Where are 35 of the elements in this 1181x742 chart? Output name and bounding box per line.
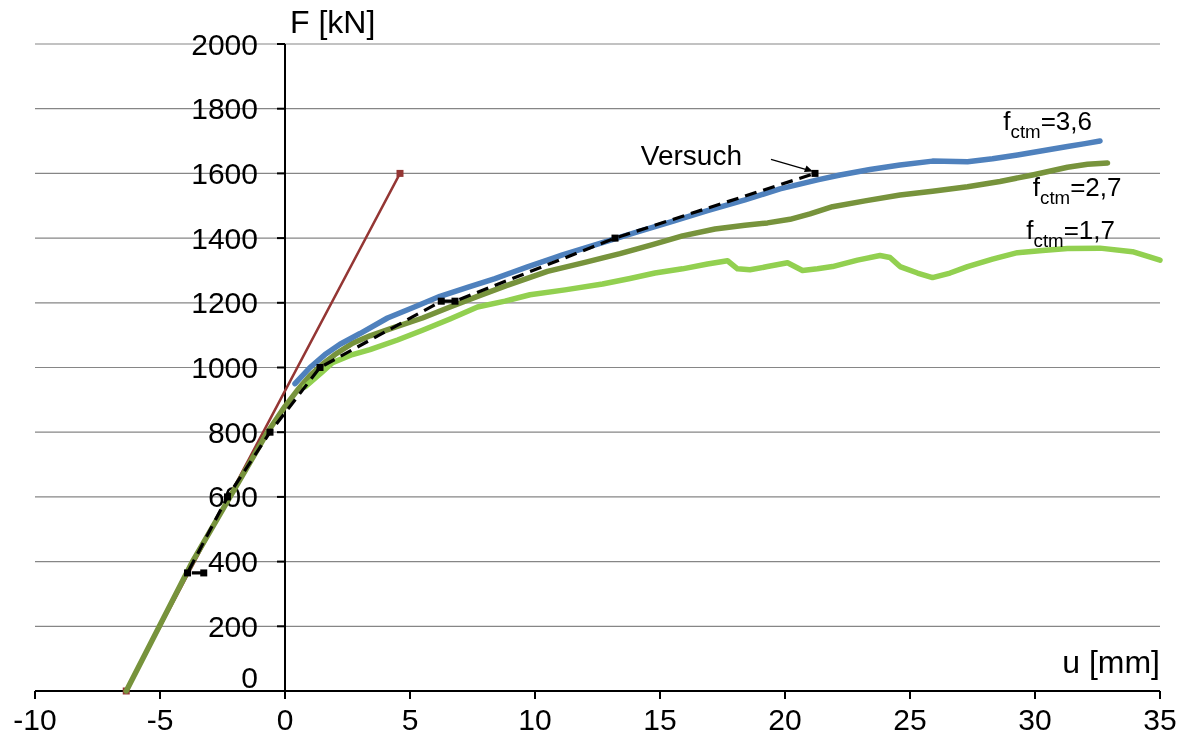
x-tick-label: 25 xyxy=(893,703,927,736)
x-tick-label: 0 xyxy=(276,703,294,736)
series-label: f$_{ctm}$=1,7 xyxy=(1026,215,1115,251)
point xyxy=(184,569,191,577)
y-tick-label: 2000 xyxy=(191,27,258,61)
y-tick-label: 800 xyxy=(207,415,258,449)
point xyxy=(611,234,619,242)
x-tick-label: 30 xyxy=(1018,703,1052,736)
point xyxy=(266,428,274,436)
x-tick-label: 15 xyxy=(643,703,677,736)
x-tick-label: 20 xyxy=(768,703,802,736)
y-axis-title: F [kN] xyxy=(290,4,376,40)
y-tick-label: 1000 xyxy=(191,351,258,384)
x-tick-label: 10 xyxy=(518,703,552,736)
y-tick-label: 1800 xyxy=(191,92,258,126)
point xyxy=(451,297,459,305)
series-label: f$_{ctm}$=3,6 xyxy=(1003,106,1092,142)
legend-label: Versuch xyxy=(640,140,742,172)
x-tick-label: 35 xyxy=(1143,703,1177,736)
y-tick-label: 400 xyxy=(207,545,258,579)
x-axis-title: u [mm] xyxy=(1062,644,1160,680)
point xyxy=(316,364,324,371)
point xyxy=(200,569,208,577)
y-tick-label: 1600 xyxy=(191,156,258,190)
point xyxy=(437,297,445,305)
point xyxy=(811,169,819,177)
y-tick-label: 200 xyxy=(207,609,258,643)
y-tick-label: 1200 xyxy=(191,286,258,320)
x-tick-label: -5 xyxy=(146,703,174,736)
series-label: f$_{ctm}$=2,7 xyxy=(1032,172,1122,208)
y-tick-label: 1400 xyxy=(191,221,258,255)
x-tick-label: 5 xyxy=(401,703,419,736)
x-tick-label: -10 xyxy=(13,703,57,736)
y-tick-label: 0 xyxy=(241,661,258,694)
point xyxy=(396,169,404,177)
